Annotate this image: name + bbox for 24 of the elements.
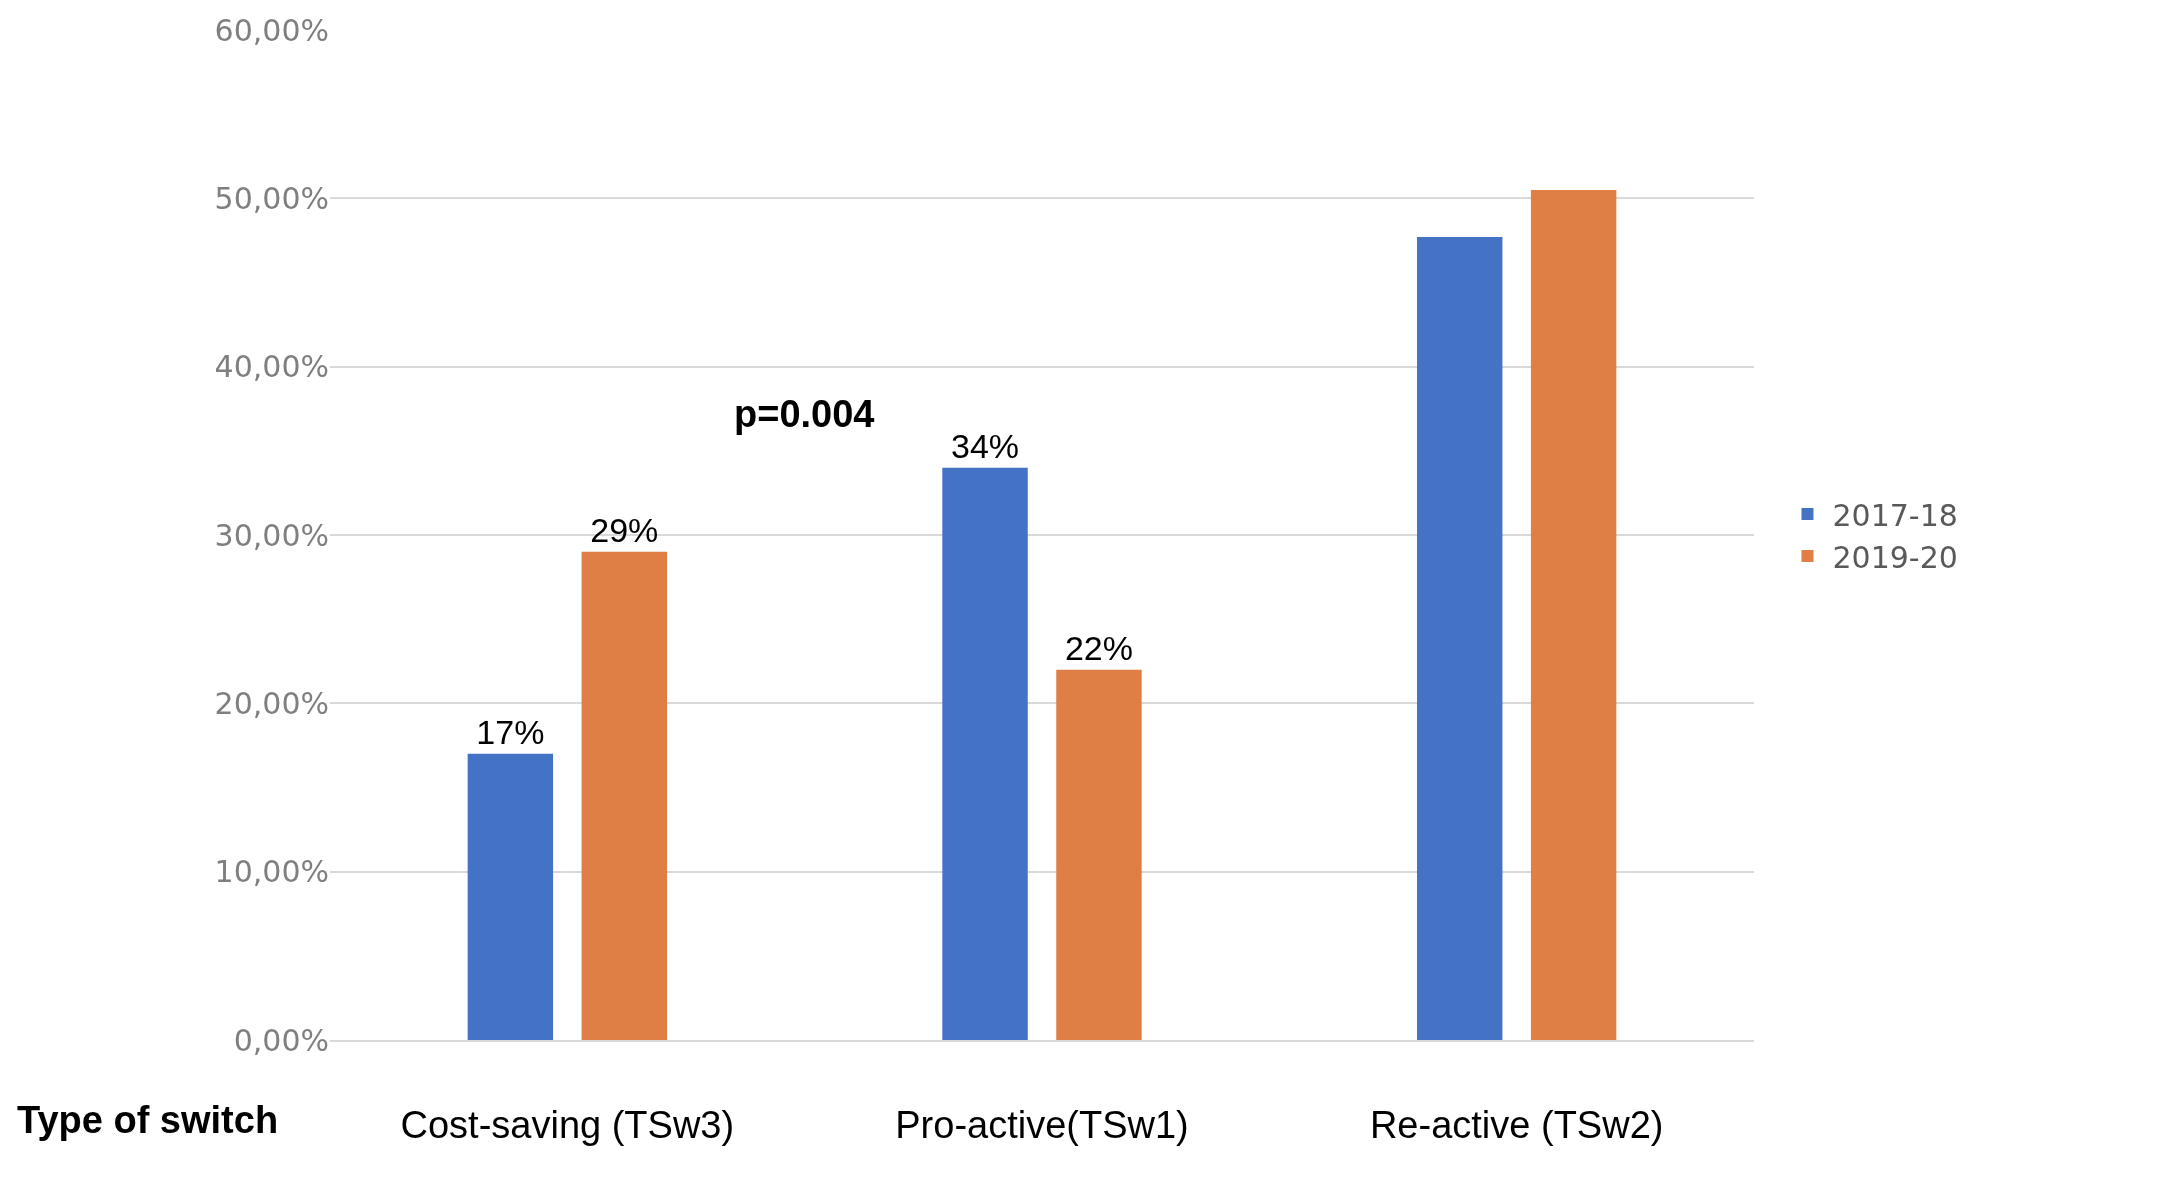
y-tick-label: 10,00% — [214, 854, 329, 890]
data-label: 17% — [476, 712, 545, 751]
bar — [581, 551, 668, 1040]
y-tick-label: 50,00% — [214, 180, 329, 216]
data-label: 22% — [1064, 628, 1133, 667]
y-tick-label: 30,00% — [214, 517, 329, 553]
y-tick-label: 40,00% — [214, 349, 329, 385]
x-tick-label: Re-active (TSw2) — [1369, 1103, 1664, 1146]
bar — [1056, 669, 1142, 1040]
y-tick-label: 20,00% — [214, 685, 329, 721]
data-label: 29% — [590, 510, 659, 549]
legend-label: 2019-20 — [1832, 539, 1958, 575]
bar — [1416, 237, 1503, 1040]
data-label: 34% — [951, 426, 1020, 465]
y-tick-label: 0,00% — [233, 1022, 329, 1058]
bar — [942, 467, 1028, 1040]
annotation: p=0.004 — [734, 393, 875, 435]
x-axis-title: Type of switch — [17, 1099, 279, 1141]
x-tick-label: Pro-active(TSw1) — [895, 1103, 1189, 1146]
x-tick-label: Cost-saving (TSw3) — [400, 1103, 735, 1146]
bar — [467, 753, 554, 1040]
y-tick-label: 60,00% — [214, 12, 329, 48]
bar — [1530, 189, 1617, 1040]
legend-label: 2017-18 — [1832, 497, 1958, 533]
